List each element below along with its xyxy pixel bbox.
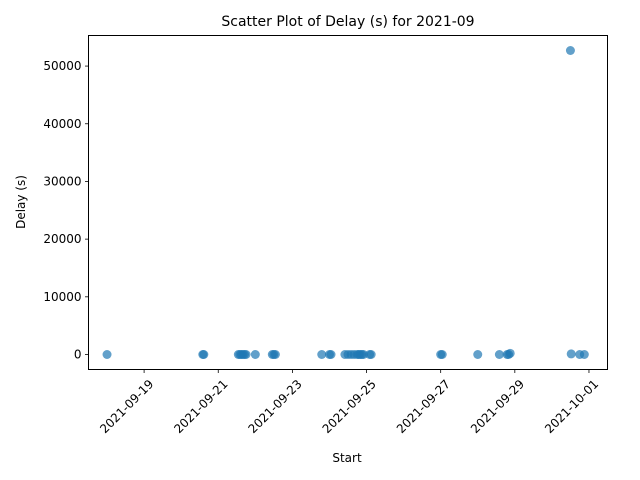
data-point	[326, 350, 336, 359]
chart-title: Scatter Plot of Delay (s) for 2021-09	[221, 14, 474, 30]
data-point	[565, 46, 575, 55]
data-point	[250, 350, 260, 359]
data-point	[494, 350, 504, 359]
data-point	[566, 349, 576, 359]
y-axis-label: Delay (s)	[14, 175, 28, 229]
data-point	[270, 350, 280, 359]
y-tick-label: 0	[74, 348, 82, 362]
data-point	[317, 350, 327, 359]
data-point	[358, 350, 368, 359]
data-point	[241, 350, 251, 359]
plot-frame	[88, 35, 608, 370]
data-point	[437, 350, 447, 359]
y-tick-label: 50000	[43, 59, 81, 73]
data-point	[366, 350, 376, 359]
y-tick-label: 10000	[43, 290, 81, 304]
y-tick-label: 20000	[43, 232, 81, 246]
data-point	[102, 350, 112, 359]
x-axis-label: Start	[332, 451, 362, 465]
data-point	[579, 350, 589, 359]
data-points	[102, 46, 589, 359]
data-point	[505, 348, 515, 358]
y-tick-label: 40000	[43, 117, 81, 131]
data-point	[473, 350, 483, 359]
y-tick-label: 30000	[43, 174, 81, 188]
data-point	[199, 350, 209, 359]
